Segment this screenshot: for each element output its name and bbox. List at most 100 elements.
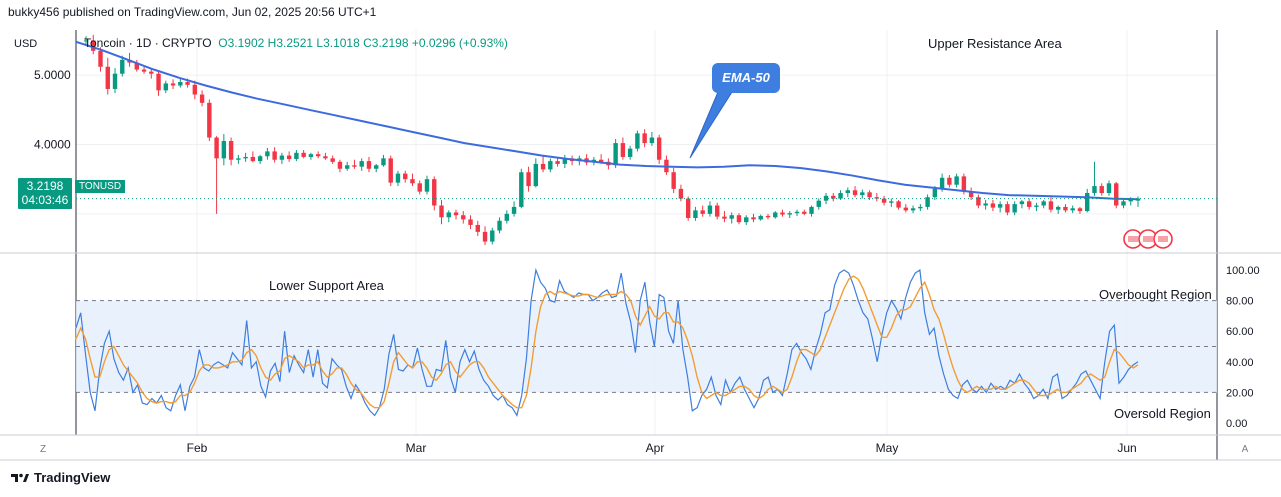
- candle: [192, 80, 198, 100]
- candle-body: [112, 73, 118, 89]
- time-axis-label: Mar: [406, 441, 427, 455]
- candle-body: [199, 94, 205, 103]
- time-axis-label: May: [876, 441, 899, 455]
- candle: [105, 57, 110, 95]
- candle-body: [773, 212, 778, 218]
- candle-body: [758, 215, 763, 220]
- candle-body: [715, 205, 720, 217]
- candle-body: [1041, 201, 1046, 206]
- candle-body: [105, 66, 110, 89]
- candle: [722, 211, 727, 223]
- candle: [1055, 205, 1061, 214]
- candle: [388, 155, 393, 187]
- candle: [533, 158, 539, 188]
- candle-body: [780, 212, 785, 215]
- candle: [323, 152, 328, 160]
- candle-body: [823, 195, 829, 201]
- candle: [279, 152, 285, 164]
- candle-body: [1048, 201, 1054, 210]
- candle-body: [1005, 204, 1010, 213]
- symbol-badge: TONUSD: [75, 180, 126, 193]
- currency-label[interactable]: USD: [14, 38, 38, 50]
- candle-body: [555, 161, 560, 164]
- candle-body: [243, 156, 248, 159]
- candle: [1012, 201, 1017, 216]
- candle: [729, 212, 734, 224]
- tradingview-footer[interactable]: TradingView: [10, 470, 110, 485]
- candle: [1135, 196, 1141, 207]
- last-price-value: 3.2198: [26, 179, 64, 193]
- candle-body: [707, 205, 713, 214]
- legend-open: O3.1902: [218, 36, 265, 50]
- corner-right-button[interactable]: A: [1241, 444, 1249, 455]
- candle: [149, 68, 154, 79]
- candle: [178, 78, 183, 88]
- candle: [257, 154, 263, 164]
- candle-body: [961, 176, 967, 192]
- candle-body: [613, 143, 618, 166]
- candle: [1026, 198, 1032, 210]
- candle-body: [939, 177, 945, 189]
- candle: [983, 199, 988, 210]
- candle: [548, 158, 553, 173]
- candle-body: [997, 204, 1003, 208]
- candle: [163, 80, 169, 94]
- candle-body: [301, 152, 306, 157]
- candle: [490, 227, 495, 245]
- candle: [315, 151, 321, 159]
- candle-body: [149, 71, 154, 74]
- ema-callout-pointer: [689, 91, 733, 159]
- candle: [1092, 161, 1097, 196]
- candle-body: [925, 197, 930, 207]
- candle-body: [693, 210, 698, 219]
- candle-body: [308, 154, 314, 157]
- candle: [330, 155, 335, 164]
- candle-body: [504, 213, 509, 221]
- candle: [649, 131, 655, 146]
- candle-body: [990, 203, 996, 208]
- candle-body: [736, 215, 742, 223]
- candle: [802, 209, 807, 216]
- candle: [1048, 197, 1054, 213]
- candle-body: [185, 82, 190, 85]
- candle: [664, 155, 669, 175]
- candle-body: [134, 62, 139, 70]
- candle-body: [410, 179, 415, 184]
- candle-body: [294, 152, 299, 160]
- candle-body: [889, 201, 894, 203]
- candle-body: [831, 195, 836, 199]
- corner-left-button[interactable]: Z: [39, 444, 47, 455]
- candle: [91, 34, 96, 55]
- bar-countdown: 04:03:46: [21, 193, 69, 207]
- candle-body: [1034, 205, 1039, 207]
- candle-body: [910, 208, 916, 211]
- event-flag-stripe: [1143, 236, 1153, 242]
- candle-body: [598, 159, 604, 162]
- candle: [141, 66, 147, 74]
- candle-body: [120, 59, 125, 74]
- candle-body: [1055, 206, 1061, 210]
- candle-body: [1026, 201, 1032, 207]
- candle: [918, 204, 923, 212]
- ema-callout: EMA-50: [712, 63, 780, 93]
- candle-body: [845, 190, 850, 194]
- candle: [461, 211, 466, 224]
- candle: [809, 205, 814, 217]
- candle: [519, 168, 524, 209]
- candle-body: [918, 206, 923, 209]
- candle-body: [1121, 201, 1126, 206]
- last-price-badge: 3.2198 04:03:46: [18, 178, 72, 209]
- candle: [889, 198, 894, 207]
- candle-body: [439, 205, 444, 218]
- candle-body: [98, 50, 103, 67]
- candle-body: [881, 198, 887, 203]
- legend-symbol[interactable]: Toncoin · 1D · CRYPTO: [84, 36, 212, 50]
- candle-body: [511, 206, 517, 214]
- candle: [228, 137, 234, 166]
- event-flag-stripe: [1128, 236, 1138, 242]
- candle: [787, 211, 792, 219]
- candle-body: [809, 206, 814, 214]
- candle-body: [548, 161, 553, 170]
- candle: [432, 176, 437, 211]
